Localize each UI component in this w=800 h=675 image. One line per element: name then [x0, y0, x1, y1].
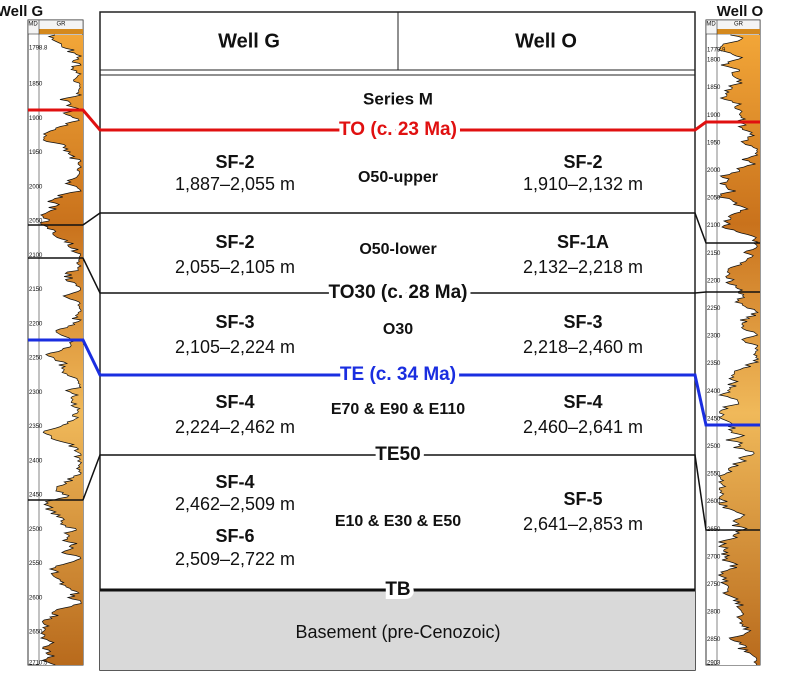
- depth-label: 2710.5: [29, 661, 48, 667]
- to-line: [28, 108, 760, 132]
- depth-label: 2400: [707, 389, 721, 395]
- depth-label: 2800: [707, 610, 721, 616]
- to30-line: [28, 257, 760, 294]
- zone-name: O30: [383, 321, 413, 338]
- depth-label: 2500: [707, 444, 721, 450]
- formation-label: SF-2: [563, 152, 602, 172]
- formation-label: SF-2: [215, 232, 254, 252]
- depth-range: 2,460–2,641 m: [523, 417, 643, 437]
- te-line: [28, 338, 760, 427]
- basement-label: Basement (pre-Cenozoic): [295, 622, 500, 642]
- horizon-label: TE50: [375, 444, 420, 465]
- basement-fill: [100, 590, 695, 670]
- depth-label: 2150: [707, 251, 721, 257]
- zone-name: E70 & E90 & E110: [331, 401, 465, 418]
- depth-label: 2550: [707, 472, 721, 478]
- depth-label: 1950: [29, 150, 43, 156]
- formation-label: SF-4: [215, 392, 254, 412]
- depth-label: 1950: [707, 140, 721, 146]
- depth-label: 1779.9: [707, 48, 726, 54]
- header-cell: Well G: [218, 30, 280, 52]
- horizon-label: TO30 (c. 28 Ma): [328, 282, 467, 303]
- zone-name: E10 & E30 & E50: [335, 513, 461, 530]
- depth-label: 2550: [29, 561, 43, 567]
- depth-label: 2750: [707, 582, 721, 588]
- zone-name: O50-lower: [359, 241, 436, 258]
- depth-label: 2100: [29, 253, 43, 259]
- gr-label: GR: [734, 22, 744, 28]
- depth-label: 2200: [29, 321, 43, 327]
- formation-label: SF-1A: [557, 232, 609, 252]
- depth-label: 2650: [29, 630, 43, 636]
- depth-range: 2,462–2,509 m: [175, 494, 295, 514]
- depth-label: 2000: [707, 168, 721, 174]
- md-label: MD: [706, 22, 716, 28]
- depth-range: 2,132–2,218 m: [523, 257, 643, 277]
- depth-label: 2200: [707, 278, 721, 284]
- gr-curve: [717, 34, 760, 666]
- depth-label: 1798.8: [29, 46, 48, 52]
- depth-label: 2350: [29, 424, 43, 430]
- formation-label: SF-3: [563, 312, 602, 332]
- o50-line: [28, 212, 760, 244]
- depth-label: 2250: [707, 306, 721, 312]
- depth-label: 2300: [707, 334, 721, 340]
- depth-range: 2,641–2,853 m: [523, 514, 643, 534]
- depth-label: 2150: [29, 287, 43, 293]
- well-title: Well G: [0, 3, 43, 20]
- depth-label: 2350: [707, 361, 721, 367]
- depth-range: 2,218–2,460 m: [523, 337, 643, 357]
- header-cell: Well O: [515, 30, 577, 52]
- depth-label: 1850: [707, 85, 721, 91]
- horizon-label: TE (c. 34 Ma): [340, 364, 456, 385]
- horizon-lines: [28, 108, 760, 592]
- gr-curve: [39, 34, 83, 666]
- depth-range: 2,055–2,105 m: [175, 257, 295, 277]
- depth-label: 2500: [29, 527, 43, 533]
- depth-label: 2050: [29, 219, 43, 225]
- depth-range: 1,910–2,132 m: [523, 174, 643, 194]
- formation-label: SF-4: [215, 472, 254, 492]
- formation-label: SF-2: [215, 152, 254, 172]
- horizon-label: TO (c. 23 Ma): [339, 119, 457, 140]
- depth-label: 2850: [707, 637, 721, 643]
- depth-label: 2050: [707, 196, 721, 202]
- series-label: Series M: [363, 89, 433, 108]
- depth-label: 1850: [29, 82, 43, 88]
- depth-label: 2250: [29, 356, 43, 362]
- formation-label: SF-3: [215, 312, 254, 332]
- depth-label: 2100: [707, 223, 721, 229]
- te50-line: [28, 454, 760, 531]
- depth-range: 2,105–2,224 m: [175, 337, 295, 357]
- depth-label: 2300: [29, 390, 43, 396]
- log-colorbar: [39, 29, 83, 34]
- depth-label: 1800: [707, 58, 721, 64]
- depth-label: 2400: [29, 458, 43, 464]
- zone-name: O50-upper: [358, 169, 438, 186]
- formation-label: SF-5: [563, 489, 602, 509]
- depth-range: 1,887–2,055 m: [175, 174, 295, 194]
- depth-label: 2450: [707, 416, 721, 422]
- well-title: Well O: [717, 3, 764, 20]
- depth-label: 1900: [707, 113, 721, 119]
- depth-label: 2600: [29, 595, 43, 601]
- gr-label: GR: [57, 22, 67, 28]
- depth-label: 2600: [707, 499, 721, 505]
- depth-range: 2,224–2,462 m: [175, 417, 295, 437]
- formation-label: SF-4: [563, 392, 602, 412]
- depth-label: 2000: [29, 184, 43, 190]
- depth-label: 2700: [707, 554, 721, 560]
- md-label: MD: [28, 22, 38, 28]
- depth-label: 2450: [29, 493, 43, 499]
- horizon-label: TB: [385, 579, 410, 600]
- depth-label: 2903: [707, 661, 721, 667]
- depth-label: 1900: [29, 116, 43, 122]
- formation-label: SF-6: [215, 526, 254, 546]
- depth-range: 2,509–2,722 m: [175, 549, 295, 569]
- log-colorbar: [717, 29, 760, 34]
- table-frame: [99, 11, 696, 671]
